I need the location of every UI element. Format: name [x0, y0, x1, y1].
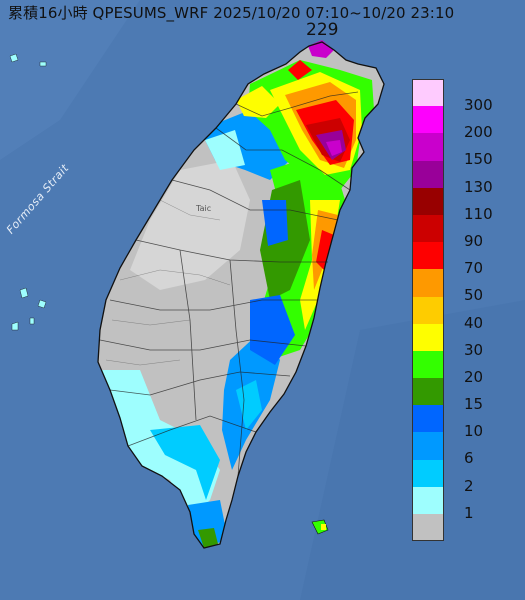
legend-swatch	[412, 432, 444, 460]
island-green	[311, 519, 329, 535]
legend-swatch	[412, 106, 444, 134]
legend-label: 30	[464, 340, 484, 359]
legend-label: 1	[464, 503, 474, 522]
legend-item: 1	[412, 486, 514, 522]
legend-item: 40	[412, 296, 514, 332]
legend-label: 40	[464, 313, 484, 332]
legend-swatch	[412, 514, 444, 542]
legend-label: 20	[464, 367, 484, 386]
legend-item: 2	[412, 459, 514, 495]
legend-item: 70	[412, 242, 514, 277]
legend-label: 15	[464, 395, 484, 414]
legend-item: 300	[412, 79, 514, 114]
legend-label: 90	[464, 231, 484, 250]
legend-item: 200	[412, 106, 514, 141]
legend-label: 6	[464, 449, 474, 468]
legend-swatch	[412, 214, 444, 243]
islet-5	[9, 53, 19, 63]
legend-item: 130	[412, 160, 514, 196]
river-lines	[105, 199, 231, 366]
legend-item: 20	[412, 350, 514, 386]
legend-item	[412, 514, 514, 542]
legend-item: 30	[412, 323, 514, 359]
legend-swatch	[412, 486, 444, 514]
legend-label: 200	[464, 123, 493, 142]
legend-item: 110	[412, 187, 514, 223]
legend-label: 10	[464, 422, 484, 441]
legend-label: 70	[464, 259, 484, 278]
legend-swatch	[412, 405, 444, 433]
city-label: Taic	[196, 204, 212, 213]
islet-4	[29, 317, 35, 325]
legend-item: 50	[412, 269, 514, 304]
coastline	[97, 41, 385, 549]
legend-swatch	[412, 269, 444, 297]
legend-swatch	[412, 323, 444, 351]
rainfall-legend: 300 200 150 130 110 90 70 50 40 30 20 15 10 6 2 1	[412, 79, 514, 542]
islet-6	[39, 61, 47, 67]
legend-swatch	[412, 79, 444, 107]
legend-label: 300	[464, 96, 493, 114]
legend-item: 90	[412, 214, 514, 250]
legend-item: 15	[412, 378, 514, 413]
islet-2	[37, 299, 47, 309]
legend-swatch	[412, 350, 444, 379]
legend-label: 110	[464, 204, 493, 223]
islet-1	[19, 287, 29, 299]
legend-label: 50	[464, 286, 484, 305]
legend-label: 130	[464, 177, 493, 196]
islet-3	[11, 321, 19, 331]
legend-item: 150	[412, 133, 514, 168]
legend-item: 6	[412, 432, 514, 467]
legend-swatch	[412, 378, 444, 406]
island-core	[321, 524, 326, 530]
legend-label: 2	[464, 476, 474, 495]
legend-swatch	[412, 187, 444, 215]
legend-item: 10	[412, 405, 514, 440]
legend-swatch	[412, 160, 444, 188]
map-title: 累積16小時 QPESUMS_WRF 2025/10/20 07:10~10/2…	[8, 4, 455, 22]
max-value-label: 229	[306, 20, 339, 40]
legend-label: 150	[464, 150, 493, 169]
legend-swatch	[412, 242, 444, 270]
legend-swatch	[412, 459, 444, 487]
legend-swatch	[412, 133, 444, 161]
legend-swatch	[412, 296, 444, 324]
county-boundaries	[99, 91, 359, 477]
